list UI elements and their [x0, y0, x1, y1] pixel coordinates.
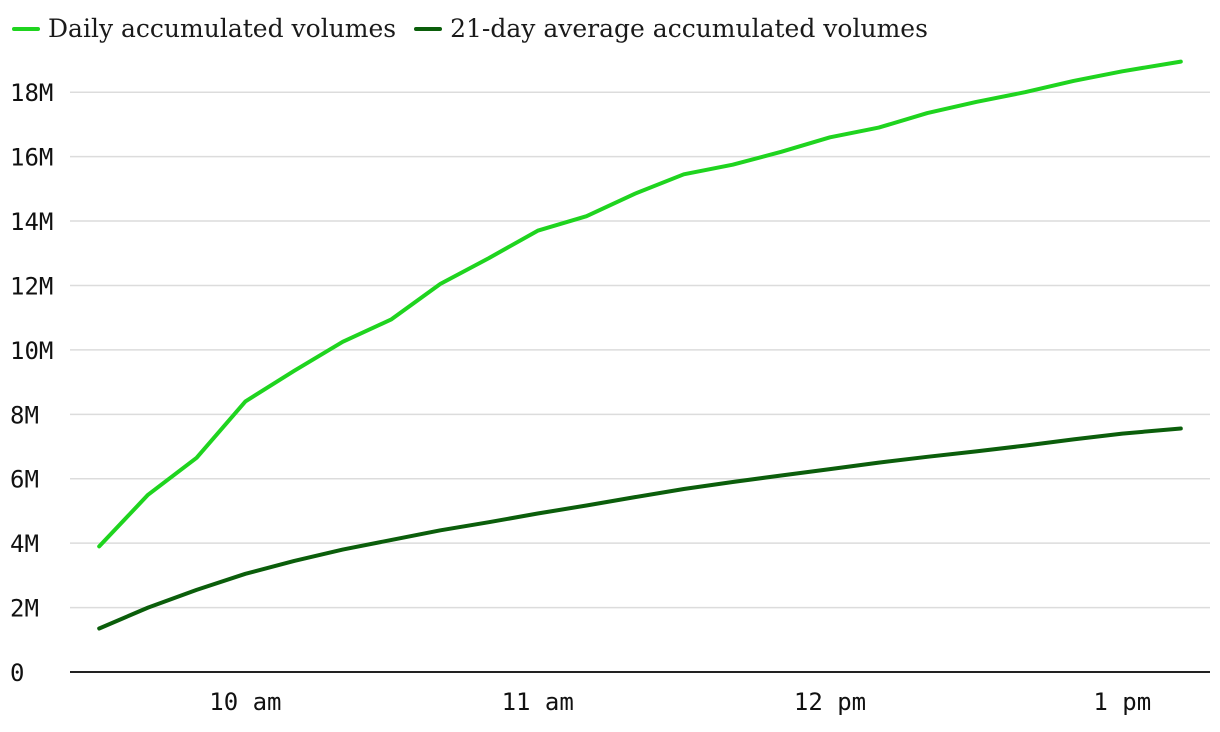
x-axis-ticks: 10 am 11 am 12 pm 1 pm	[209, 688, 1151, 716]
y-tick-label: 18M	[10, 79, 53, 107]
y-tick-label: 8M	[10, 401, 39, 429]
legend: Daily accumulated volumes 21-day average…	[12, 14, 928, 43]
y-tick-label: 12M	[10, 272, 53, 300]
grid-lines	[70, 91, 1210, 609]
legend-label-daily: Daily accumulated volumes	[48, 14, 397, 43]
y-tick-label: 4M	[10, 530, 39, 558]
series-lines	[97, 59, 1183, 631]
legend-item-daily[interactable]: Daily accumulated volumes	[12, 14, 396, 43]
y-tick-label: 0	[10, 659, 24, 687]
y-tick-label: 14M	[10, 208, 53, 236]
series-line-daily	[97, 59, 1183, 549]
legend-swatch-daily	[12, 26, 40, 31]
x-tick-label: 11 am	[502, 688, 574, 716]
y-tick-label: 16M	[10, 144, 53, 172]
x-tick-label: 12 pm	[794, 688, 866, 716]
x-tick-label: 10 am	[209, 688, 281, 716]
y-tick-label: 10M	[10, 337, 53, 365]
x-tick-label: 1 pm	[1093, 688, 1151, 716]
series-line-average	[97, 426, 1183, 631]
legend-swatch-average	[414, 26, 443, 31]
y-tick-label: 2M	[10, 595, 39, 623]
legend-item-average[interactable]: 21-day average accumulated volumes	[414, 14, 928, 43]
y-axis-ticks: 0 2M 4M 6M 8M 10M 12M 14M 16M 18M	[10, 79, 53, 687]
legend-label-average: 21-day average accumulated volumes	[450, 14, 928, 43]
y-tick-label: 6M	[10, 466, 39, 494]
